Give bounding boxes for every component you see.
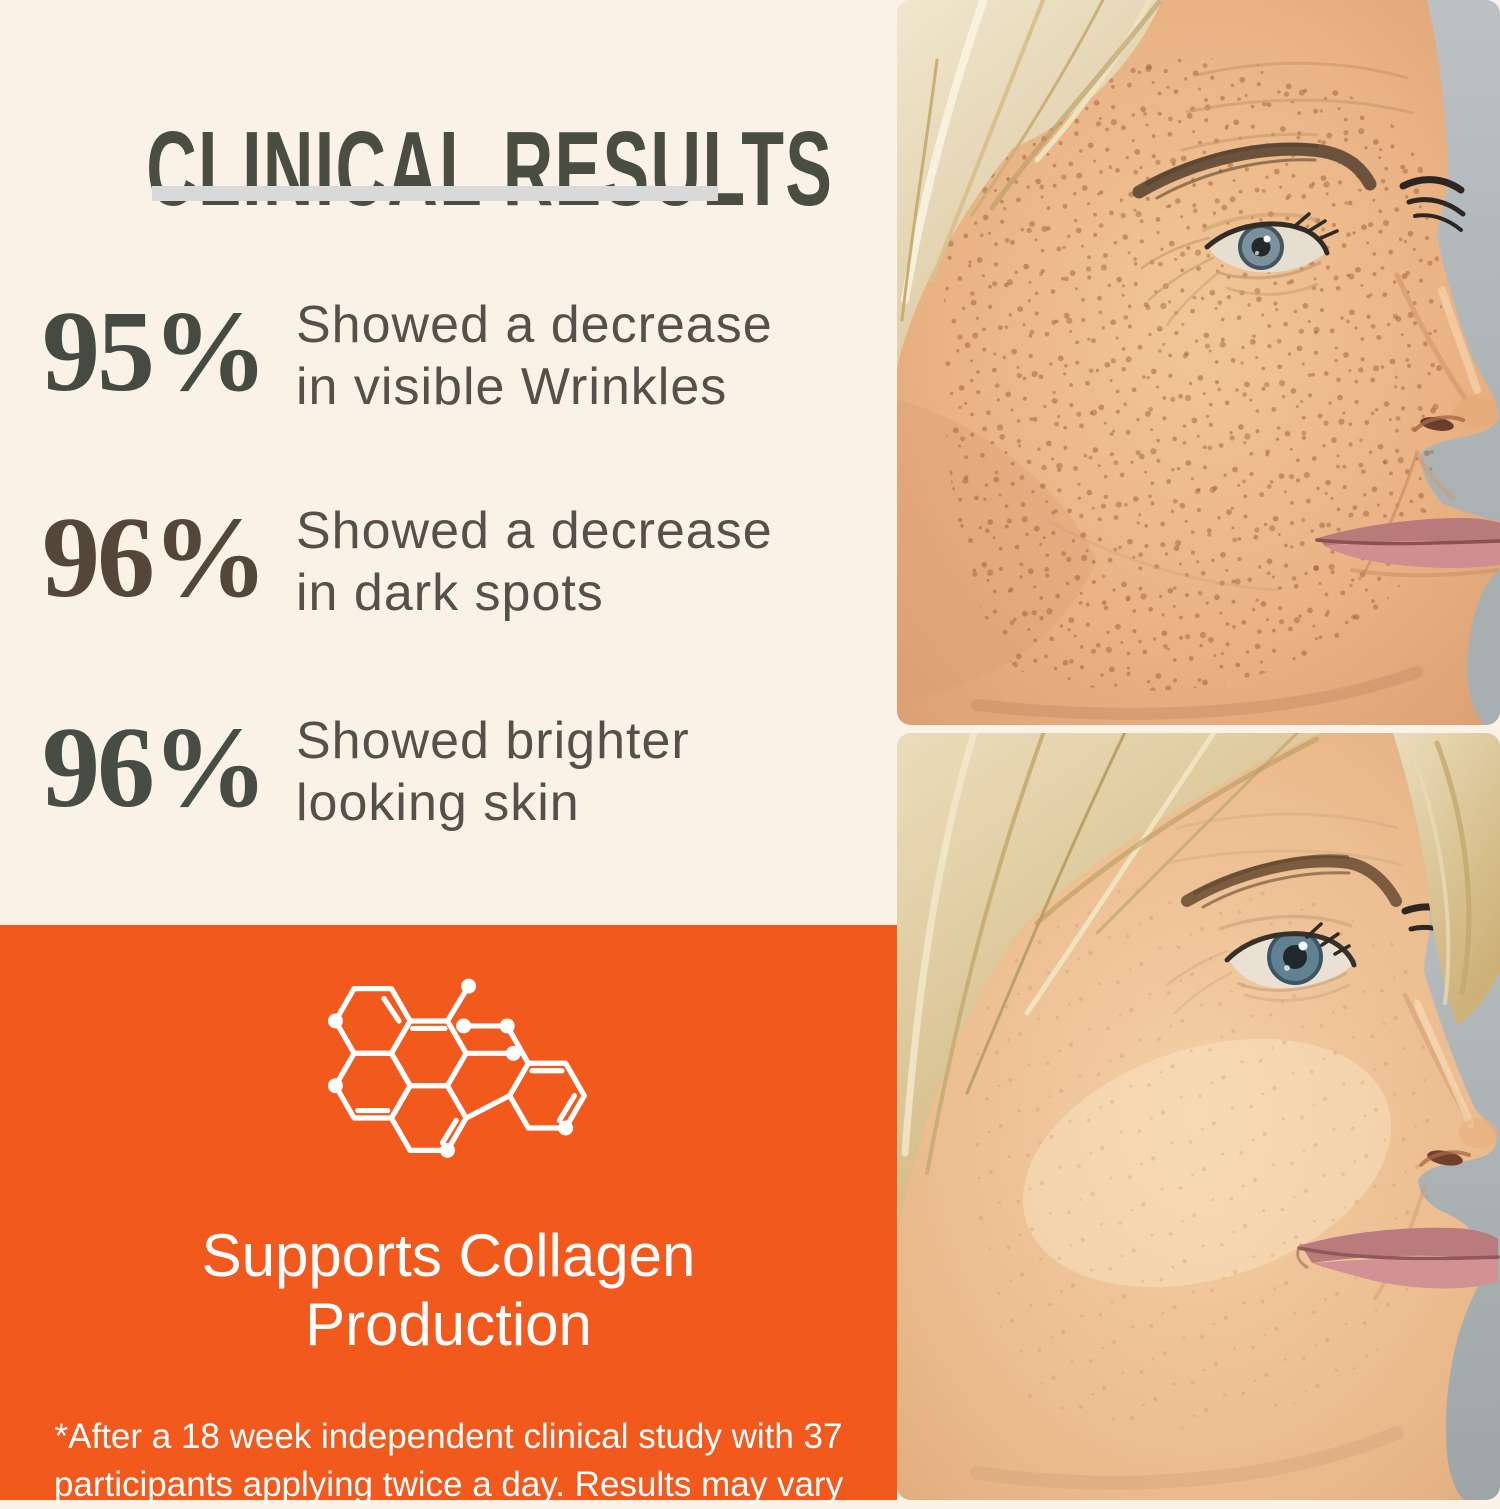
eye	[1224, 922, 1357, 992]
stat-description-line: Showed brighter	[296, 712, 690, 770]
heading-line: Production	[305, 1290, 592, 1358]
hair	[897, 0, 1162, 368]
stat-description: Showed brighter looking skin	[296, 702, 690, 834]
nose	[1394, 272, 1497, 501]
hair	[897, 733, 1500, 1233]
stat-description-line: Showed a decrease	[296, 502, 773, 560]
stat-row-wrinkles: 95% Showed a decrease in visible Wrinkle…	[42, 286, 872, 418]
stat-row-dark-spots: 96% Showed a decrease in dark spots	[42, 492, 872, 624]
stat-description: Showed a decrease in dark spots	[296, 492, 773, 624]
nose	[1402, 992, 1499, 1167]
supports-collagen-heading: Supports Collagen Production	[0, 1221, 897, 1359]
disclaimer-line: participants applying twice a day. Resul…	[53, 1465, 844, 1504]
eyebrow	[1132, 142, 1377, 200]
clinical-results-title: CLINICAL RESULTS	[146, 110, 834, 229]
stat-description-line: looking skin	[296, 774, 580, 832]
lips	[1315, 518, 1500, 578]
face-illustration	[897, 0, 1500, 725]
stat-description-line: in visible Wrinkles	[296, 358, 728, 416]
eyelashes	[1399, 176, 1466, 232]
stat-value: 96%	[42, 704, 268, 832]
stat-row-brightness: 96% Showed brighter looking skin	[42, 702, 872, 834]
stat-description-line: in dark spots	[296, 564, 604, 622]
heading-line: Supports Collagen	[201, 1221, 696, 1289]
clinical-results-section: CLINICAL RESULTS 95% Showed a decrease i…	[0, 0, 897, 925]
stat-value: 95%	[42, 288, 268, 416]
stat-value: 96%	[42, 494, 268, 622]
face-illustration	[897, 733, 1500, 1500]
eyebrow	[1181, 854, 1402, 909]
lips	[1296, 1227, 1500, 1289]
study-disclaimer: *After a 18 week independent clinical st…	[0, 1413, 897, 1509]
collagen-section: Supports Collagen Production *After a 18…	[0, 925, 897, 1504]
before-photo	[897, 0, 1500, 725]
molecule-icon	[327, 978, 587, 1158]
disclaimer-line: *After a 18 week independent clinical st…	[54, 1417, 843, 1456]
stat-description: Showed a decrease in visible Wrinkles	[296, 286, 773, 418]
eye	[1204, 212, 1339, 280]
stat-description-line: Showed a decrease	[296, 296, 773, 354]
title-underline	[152, 186, 718, 201]
after-photo	[897, 733, 1500, 1500]
